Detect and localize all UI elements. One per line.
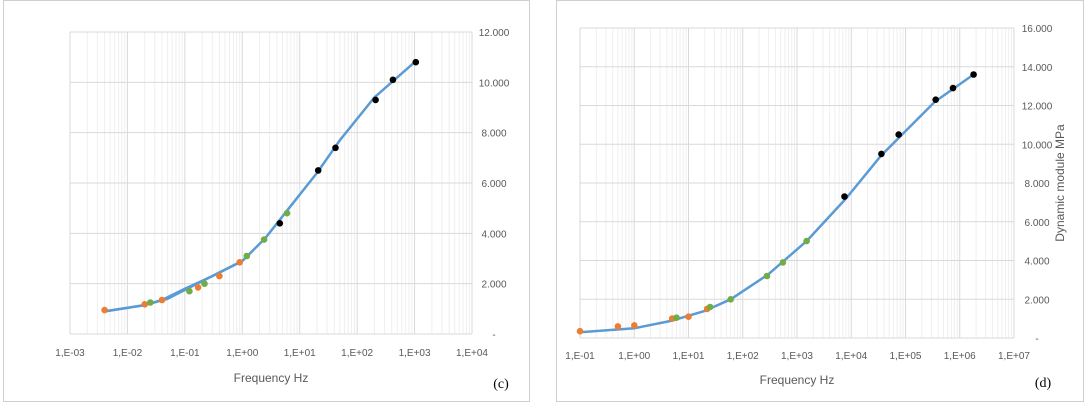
y-tick-label: -: [1035, 334, 1038, 345]
chart-d-svg: 1,E-01 1,E+00 1,E+01 1,E+02 1,E+03 1,E+04 1,E+…: [565, 24, 1067, 391]
gridlines-d: [579, 27, 1015, 339]
data-point: [141, 301, 148, 308]
y-tick-label: 14.000: [1022, 63, 1053, 74]
data-point: [412, 58, 420, 66]
data-point: [803, 237, 810, 245]
y-tick-label: 12.000: [1022, 102, 1053, 113]
chart-panel-d: 1,E-01 1,E+00 1,E+01 1,E+02 1,E+03 1,E+04 1,E+…: [556, 0, 1084, 402]
data-point: [283, 209, 291, 217]
data-point: [932, 96, 939, 103]
x-tick-label: 1,E+02: [727, 351, 759, 362]
y-tick-label: 2.000: [1024, 295, 1049, 306]
data-point: [576, 327, 584, 335]
data-point: [194, 284, 202, 291]
gridlines-c: [69, 31, 473, 335]
x-tick-label: 1,E+07: [998, 351, 1030, 362]
data-point: [685, 313, 692, 321]
data-point: [949, 84, 957, 92]
data-point: [614, 323, 622, 330]
chart-panel-c: 1,E-03 1,E-02 1,E-01 1,E+00 1,E+01 1,E+02 1,E+…: [3, 0, 530, 402]
x-tick-label: 1,E+03: [781, 351, 813, 362]
x-axis-title: Frequency Hz: [760, 373, 835, 387]
data-point: [763, 272, 771, 280]
y-tick-label: 10.000: [1022, 140, 1053, 151]
x-tick-label: 1,E+04: [456, 348, 488, 359]
y-tick-label: 10.000: [479, 78, 510, 89]
data-point: [389, 76, 397, 84]
data-point: [970, 71, 977, 78]
data-point: [216, 272, 223, 280]
y-tick-label: 16.000: [1022, 24, 1053, 35]
x-tick-label: 1,E+05: [890, 351, 922, 362]
data-point: [727, 296, 734, 303]
data-point: [779, 259, 787, 266]
data-point: [243, 252, 251, 260]
x-tick-label: 1,E-01: [565, 351, 595, 362]
y-tick-label: 8.000: [481, 129, 506, 140]
x-tick-label: 1,E-01: [170, 348, 200, 359]
x-tick-label: 1,E-02: [113, 348, 143, 359]
x-tick-label: 1,E+02: [341, 348, 373, 359]
data-point: [841, 193, 848, 200]
data-point: [878, 150, 885, 158]
y-tick-label: 6.000: [1024, 218, 1049, 229]
y-tick-label: 12.000: [479, 28, 510, 39]
x-tick-label: 1,E+01: [284, 348, 316, 359]
data-point: [706, 303, 714, 311]
panel-label: (c): [493, 377, 509, 392]
data-point: [236, 259, 243, 266]
data-point: [314, 167, 322, 174]
data-point: [895, 131, 902, 138]
y-tick-label: 6.000: [481, 179, 506, 190]
panel-label: (d): [1035, 376, 1052, 391]
x-tick-label: 1,E+04: [835, 351, 867, 362]
data-point: [276, 220, 284, 227]
fitted-curve-line: [578, 73, 975, 334]
data-point: [673, 314, 680, 322]
data-point: [101, 306, 108, 314]
data-point: [186, 287, 193, 295]
data-point: [372, 96, 379, 104]
x-tick-label: 1,E+00: [226, 348, 258, 359]
x-axis-title: Frequency Hz: [234, 371, 309, 385]
y-tick-label: 8.000: [1024, 179, 1049, 190]
x-tick-label: 1,E+03: [399, 348, 431, 359]
y-tick-label: 4.000: [481, 229, 506, 240]
y-axis-title: Dynamic module MPa: [1053, 124, 1067, 242]
chart-c-svg: 1,E-03 1,E-02 1,E-01 1,E+00 1,E+01 1,E+02 1,E+…: [55, 28, 510, 392]
x-tick-label: 1,E+06: [944, 351, 976, 362]
data-point: [158, 296, 166, 304]
data-point: [147, 299, 154, 306]
data-point: [201, 280, 208, 288]
x-tick-label: 1,E+01: [673, 351, 705, 362]
data-point: [332, 144, 339, 152]
x-tick-label: 1,E+00: [618, 351, 650, 362]
data-point: [631, 322, 638, 329]
data-point: [260, 236, 268, 243]
x-tick-label: 1,E-03: [55, 348, 85, 359]
y-tick-label: -: [492, 330, 495, 341]
y-tick-label: 4.000: [1024, 257, 1049, 268]
y-tick-label: 2.000: [481, 280, 506, 291]
